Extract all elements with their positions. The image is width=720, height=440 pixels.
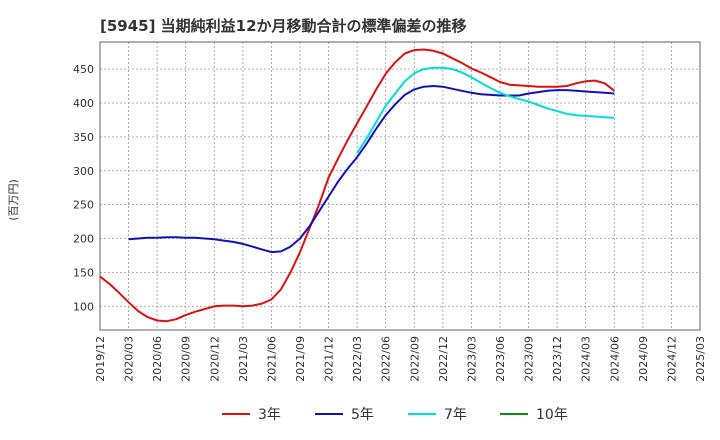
y-tick-label: 150 [73,266,94,279]
series-line-3 [356,66,615,154]
x-tick-label: 2020/09 [180,336,193,382]
gridlines [100,42,700,330]
x-tick-label: 2024/06 [608,336,621,382]
x-tick-label: 2021/03 [237,336,250,382]
x-tick-label: 2020/06 [151,336,164,382]
series-line-2 [128,85,615,254]
legend-label-4: 10年 [536,407,568,423]
x-tick-label: 2023/12 [551,336,564,382]
plot-area [99,41,701,331]
legend-label-2: 5年 [351,407,374,423]
x-tick-label: 2022/09 [408,336,421,382]
series-line-1 [99,48,615,323]
y-tick-label: 400 [73,97,94,110]
legend: 3年 5年 7年 10年 [222,407,568,423]
series-lines [99,48,615,323]
x-tick-label: 2024/03 [580,336,593,382]
x-tick-label: 2020/12 [208,336,221,382]
y-tick-label: 300 [73,165,94,178]
x-tick-label: 2021/06 [265,336,278,382]
x-axis: 2019/12 2020/03 2020/06 2020/09 2020/12 2021/… [94,336,707,382]
x-tick-label: 2020/03 [123,336,136,382]
chart-title: [5945] 当期純利益12か月移動合計の標準偏差の推移 [100,17,467,35]
y-axis: 100 150 200 250 300 350 400 450 [73,63,94,313]
x-tick-label: 2021/12 [323,336,336,382]
x-tick-label: 2022/03 [351,336,364,382]
y-axis-label: (百万円) [7,179,20,221]
legend-label-1: 3年 [258,407,281,423]
x-tick-label: 2024/09 [637,336,650,382]
x-tick-label: 2024/12 [665,336,678,382]
x-tick-label: 2022/06 [380,336,393,382]
y-tick-label: 100 [73,300,94,313]
legend-label-3: 7年 [444,407,467,423]
y-tick-label: 250 [73,199,94,212]
y-tick-label: 450 [73,63,94,76]
x-tick-label: 2023/06 [494,336,507,382]
x-tick-label: 2023/03 [465,336,478,382]
y-tick-label: 350 [73,131,94,144]
x-tick-label: 2025/03 [694,336,707,382]
x-tick-label: 2021/09 [294,336,307,382]
x-tick-label: 2023/09 [523,336,536,382]
x-tick-label: 2019/12 [94,336,107,382]
x-tick-label: 2022/12 [437,336,450,382]
y-tick-label: 200 [73,233,94,246]
